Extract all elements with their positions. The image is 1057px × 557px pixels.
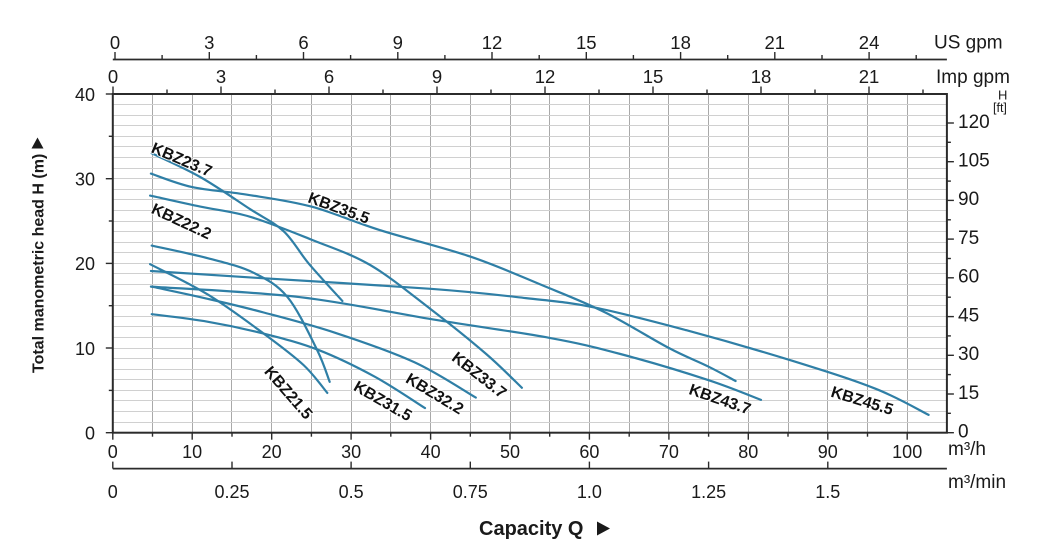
svg-text:90: 90 [818,442,838,462]
svg-text:3: 3 [216,66,226,87]
svg-text:10: 10 [75,339,95,359]
svg-text:US gpm: US gpm [934,33,1003,54]
svg-text:m³/h: m³/h [948,439,986,460]
svg-text:0: 0 [108,482,118,502]
svg-text:9: 9 [432,66,442,87]
svg-text:40: 40 [75,85,95,105]
svg-text:0: 0 [108,442,118,462]
svg-text:50: 50 [500,442,520,462]
svg-text:30: 30 [341,442,361,462]
svg-text:24: 24 [859,32,880,53]
svg-text:30: 30 [75,170,95,190]
svg-text:21: 21 [859,66,880,87]
svg-text:20: 20 [75,254,95,274]
svg-text:9: 9 [393,32,403,53]
svg-text:45: 45 [958,305,979,326]
svg-text:0: 0 [85,424,95,444]
svg-text:Capacity Q: Capacity Q [479,518,583,540]
svg-text:1.25: 1.25 [691,482,726,502]
svg-text:60: 60 [958,267,979,288]
svg-text:[ft]: [ft] [993,101,1007,115]
svg-text:1.5: 1.5 [815,482,840,502]
svg-text:10: 10 [182,442,202,462]
svg-text:105: 105 [958,151,990,172]
svg-text:100: 100 [892,442,922,462]
svg-text:0: 0 [108,66,118,87]
svg-text:80: 80 [738,442,758,462]
svg-text:90: 90 [958,189,979,210]
svg-text:30: 30 [958,344,979,365]
svg-text:0.5: 0.5 [339,482,364,502]
svg-text:18: 18 [670,32,691,53]
svg-text:75: 75 [958,228,979,249]
svg-text:0.75: 0.75 [453,482,488,502]
svg-text:21: 21 [765,32,786,53]
svg-text:120: 120 [958,112,990,133]
svg-text:0: 0 [110,32,120,53]
svg-text:1.0: 1.0 [577,482,602,502]
svg-text:60: 60 [579,442,599,462]
svg-text:12: 12 [535,66,556,87]
svg-text:20: 20 [262,442,282,462]
svg-text:0.25: 0.25 [214,482,249,502]
svg-text:3: 3 [204,32,214,53]
svg-text:Imp gpm: Imp gpm [936,67,1010,88]
svg-text:70: 70 [659,442,679,462]
svg-text:12: 12 [482,32,503,53]
svg-text:6: 6 [298,32,308,53]
svg-text:40: 40 [421,442,441,462]
svg-text:15: 15 [958,383,979,404]
svg-text:m³/min: m³/min [948,472,1006,493]
svg-text:H: H [998,88,1007,103]
svg-text:6: 6 [324,66,334,87]
svg-text:Total manometric head H (m): Total manometric head H (m) [31,154,48,373]
svg-text:15: 15 [643,66,664,87]
svg-text:15: 15 [576,32,597,53]
svg-text:0: 0 [958,422,969,443]
svg-text:18: 18 [751,66,772,87]
